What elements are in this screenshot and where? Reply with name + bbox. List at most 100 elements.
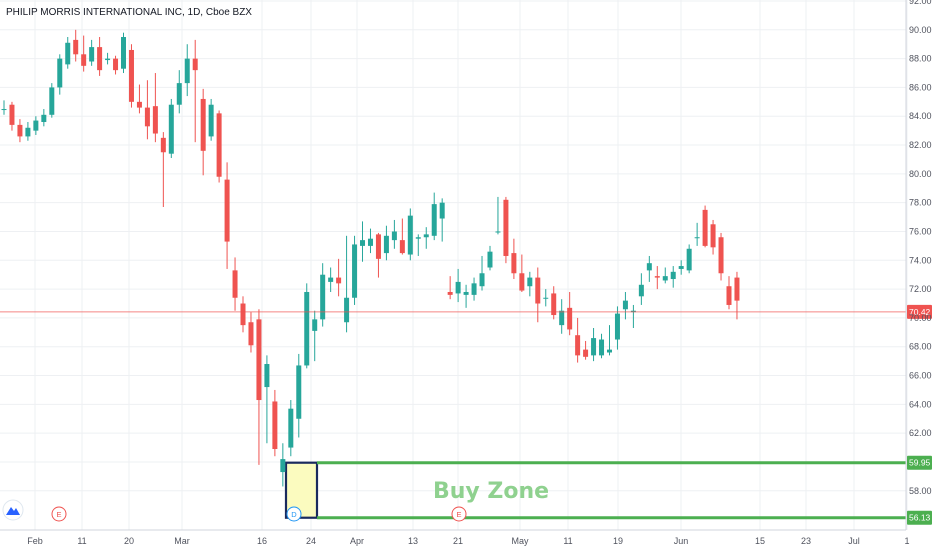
time-tick-label: 21 — [453, 536, 463, 546]
price-tick-label: 82.00 — [909, 140, 932, 150]
candle-body — [200, 98, 206, 151]
candle-body — [17, 124, 23, 137]
candle-body — [136, 101, 142, 108]
candle-body — [105, 58, 111, 61]
time-tick-label: Jun — [674, 536, 689, 546]
candle-body — [726, 286, 732, 305]
time-tick-label: 11 — [77, 536, 86, 546]
candle-body — [622, 300, 628, 310]
price-tick-label: 66.00 — [909, 371, 932, 381]
candle-body — [734, 277, 740, 301]
candle-body — [638, 284, 644, 297]
candle-body — [503, 199, 509, 256]
candle-body — [559, 310, 565, 326]
candle-body — [678, 266, 684, 269]
candle-body — [662, 276, 668, 281]
event-marker-label: E — [56, 510, 61, 519]
price-tick-label: 78.00 — [909, 198, 932, 208]
candle-body — [606, 349, 612, 353]
price-tick-label: 68.00 — [909, 342, 932, 352]
candle-body — [487, 251, 493, 268]
candle-body — [121, 37, 127, 69]
candle-body — [614, 313, 620, 340]
candle-body — [591, 338, 597, 356]
candle-body — [312, 319, 318, 331]
candle-body — [423, 234, 429, 238]
candle-body — [1, 109, 7, 111]
candle-body — [407, 215, 413, 255]
price-tick-label: 76.00 — [909, 226, 932, 236]
zone-price-badge-label: 59.95 — [909, 458, 931, 468]
candle-series — [1, 29, 740, 487]
chart-title: PHILIP MORRIS INTERNATIONAL INC, 1D, Cbo… — [6, 7, 252, 18]
candle-body — [256, 319, 262, 401]
candle-body — [152, 106, 158, 134]
candle-body — [336, 277, 342, 284]
candle-body — [296, 365, 302, 419]
price-tick-label: 58.00 — [909, 486, 932, 496]
candle-body — [575, 335, 581, 356]
candle-body — [248, 322, 254, 346]
candle-body — [65, 42, 71, 65]
candle-body — [208, 104, 214, 137]
candle-body — [320, 274, 326, 320]
candle-body — [646, 263, 652, 271]
event-marker — [51, 506, 67, 522]
time-tick-label: 11 — [563, 536, 572, 546]
candle-body — [113, 58, 119, 71]
candle-body — [519, 273, 525, 291]
candle-body — [304, 291, 310, 366]
candle-body — [176, 83, 182, 105]
candle-body — [551, 293, 557, 316]
buy-zone-box — [284, 461, 319, 519]
price-tick-label: 64.00 — [909, 399, 932, 409]
time-axis: Feb 11 20 Mar 16 24 Apr 13 21 May 11 19 Jun 15 23 Jul 1 — [0, 529, 910, 546]
time-tick-label: 15 — [755, 536, 765, 546]
buy-zone: Buy Zone — [284, 461, 906, 520]
candle-body — [280, 459, 286, 473]
candle-body — [471, 283, 477, 295]
time-tick-label: 1 — [904, 536, 909, 546]
candle-body — [81, 54, 87, 66]
candle-body — [583, 349, 589, 357]
buy-zone-label: Buy Zone — [433, 479, 549, 504]
candle-body — [232, 270, 238, 298]
candle-body — [543, 297, 549, 299]
candle-body — [567, 307, 573, 330]
candle-body — [431, 204, 437, 236]
candle-body — [128, 49, 134, 102]
candle-body — [495, 231, 501, 233]
price-tick-label: 80.00 — [909, 169, 932, 179]
logo-icon-mark — [6, 507, 20, 515]
candle-body — [25, 127, 31, 137]
event-marker-label: D — [291, 510, 297, 519]
candle-body — [264, 364, 270, 388]
time-tick-label: 20 — [124, 536, 134, 546]
candle-body — [479, 273, 485, 287]
candle-body — [352, 244, 358, 298]
candle-body — [57, 58, 63, 88]
time-tick-label: 16 — [257, 536, 267, 546]
candle-body — [97, 47, 103, 71]
candle-body — [535, 277, 541, 304]
candle-body — [694, 237, 700, 239]
time-tick-label: 19 — [613, 536, 623, 546]
price-tick-label: 92.00 — [909, 0, 932, 6]
price-tick-label: 70.00 — [909, 313, 932, 323]
candle-body — [391, 231, 397, 241]
zone-price-badge — [907, 510, 932, 525]
candle-body — [599, 339, 605, 356]
candle-body — [49, 87, 55, 115]
candle-body — [718, 237, 724, 274]
candle-body — [360, 240, 366, 246]
candle-body — [168, 104, 174, 154]
zone-price-badge-label: 56.13 — [909, 513, 931, 523]
event-marker — [451, 506, 467, 522]
candle-body — [686, 248, 692, 271]
candle-body — [9, 104, 15, 125]
candle-body — [463, 291, 469, 295]
event-marker-label: E — [456, 510, 461, 519]
candle-body — [383, 235, 389, 254]
candle-body — [399, 240, 405, 254]
